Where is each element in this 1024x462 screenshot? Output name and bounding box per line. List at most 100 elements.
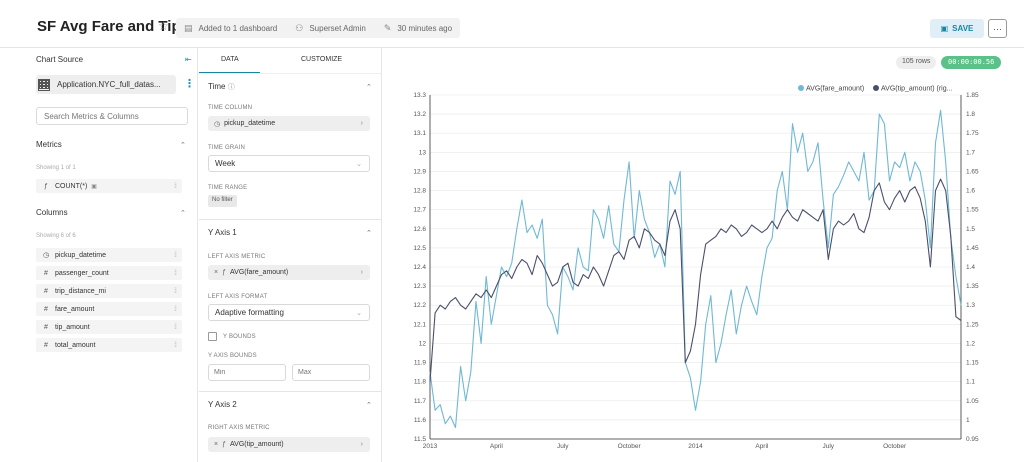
y-left-tick-label: 12.7 bbox=[413, 207, 426, 214]
drag-handle-icon[interactable]: ⁞⁞ bbox=[174, 251, 177, 259]
y-right-tick-label: 1.65 bbox=[966, 168, 979, 175]
close-icon[interactable]: × bbox=[214, 269, 219, 276]
line-chart[interactable]: 11.511.611.711.811.91212.112.212.312.412… bbox=[383, 48, 1024, 462]
column-item[interactable]: # total_amount ⁞⁞ bbox=[36, 338, 182, 352]
time-range-filter[interactable]: No filter bbox=[208, 195, 237, 207]
y-right-tick-label: 1.5 bbox=[966, 226, 975, 233]
drag-handle-icon[interactable]: ⁞⁞ bbox=[174, 269, 177, 277]
section-divider bbox=[199, 219, 382, 220]
search-metrics-input[interactable] bbox=[36, 107, 188, 125]
column-label: trip_distance_mi bbox=[55, 287, 106, 295]
y-left-tick-label: 12.1 bbox=[413, 321, 426, 328]
y-bounds-checkbox[interactable] bbox=[208, 332, 217, 341]
y-right-tick-label: 1.2 bbox=[966, 340, 975, 347]
x-tick-label: April bbox=[490, 443, 504, 450]
left-axis-format-select[interactable]: Adaptive formatting ⌄ bbox=[208, 304, 370, 321]
chevron-up-icon[interactable]: ⌃ bbox=[180, 142, 186, 149]
user-icon: ⚇ bbox=[295, 22, 304, 33]
chevron-up-icon[interactable]: ⌃ bbox=[180, 210, 186, 217]
drag-handle-icon[interactable]: ⁞⁞ bbox=[174, 341, 177, 349]
function-icon: ƒ bbox=[44, 182, 48, 190]
y-axis2-section-title[interactable]: Y Axis 2 bbox=[208, 400, 237, 409]
owner-name: Superset Admin bbox=[309, 23, 366, 33]
info-icon: ▣ bbox=[91, 183, 97, 190]
column-label: pickup_datetime bbox=[55, 251, 106, 259]
chart-metadata-bar: ▤ Added to 1 dashboard ⚇ Superset Admin … bbox=[176, 18, 461, 38]
column-item[interactable]: # passenger_count ⁞⁞ bbox=[36, 266, 182, 280]
chevron-right-icon: › bbox=[360, 441, 363, 448]
datasource-selector[interactable]: Application.NYC_full_datas... bbox=[36, 75, 176, 94]
chart-area: 105 rows 00:00:00.56 11.5 11.6 11.7 11.8 11.… bbox=[383, 48, 1024, 462]
x-tick-label: October bbox=[618, 443, 642, 450]
column-item[interactable]: ◷ pickup_datetime ⁞⁞ bbox=[36, 248, 182, 262]
y-left-tick-label: 11.5 bbox=[414, 436, 427, 443]
tab-customize[interactable]: CUSTOMIZE bbox=[301, 56, 343, 63]
y-right-tick-label: 1.4 bbox=[966, 264, 975, 271]
right-metric-label: RIGHT AXIS METRIC bbox=[208, 425, 270, 431]
y-left-tick-label: 12 bbox=[419, 340, 427, 347]
column-item[interactable]: # tip_amount ⁞⁞ bbox=[36, 320, 182, 334]
y-right-tick-label: 1.3 bbox=[966, 302, 975, 309]
clock-icon: ◷ bbox=[214, 120, 221, 128]
tab-divider bbox=[199, 73, 382, 74]
legend-marker bbox=[798, 85, 804, 91]
y-right-tick-label: 0.95 bbox=[966, 436, 979, 443]
y-right-tick-label: 1.25 bbox=[966, 321, 979, 328]
y-right-tick-label: 1.6 bbox=[966, 188, 975, 195]
y-right-tick-label: 1.35 bbox=[966, 283, 979, 290]
star-icon[interactable]: ☆ bbox=[158, 19, 169, 33]
metrics-section-title[interactable]: Metrics bbox=[36, 140, 62, 149]
y-right-tick-label: 1.75 bbox=[966, 130, 979, 137]
y-right-tick-label: 1 bbox=[966, 417, 970, 424]
y-axis1-section-title[interactable]: Y Axis 1 bbox=[208, 228, 237, 237]
left-format-label: LEFT AXIS FORMAT bbox=[208, 294, 268, 300]
y-right-tick-label: 1.45 bbox=[966, 245, 979, 252]
columns-section-title[interactable]: Columns bbox=[36, 208, 68, 217]
metric-label: COUNT(*) bbox=[55, 182, 88, 190]
time-range-label: TIME RANGE bbox=[208, 185, 248, 191]
right-axis-metric[interactable]: × ƒ AVG(tip_amount) › bbox=[208, 437, 370, 452]
function-icon: ƒ bbox=[222, 441, 226, 448]
x-tick-label: July bbox=[822, 443, 834, 450]
column-item[interactable]: # trip_distance_mi ⁞⁞ bbox=[36, 284, 182, 298]
chevron-right-icon: › bbox=[360, 269, 363, 276]
time-column-select[interactable]: ◷ pickup_datetime › bbox=[208, 116, 370, 131]
left-axis-metric[interactable]: × ƒ AVG(fare_amount) › bbox=[208, 265, 370, 280]
chevron-down-icon: ⌄ bbox=[356, 160, 362, 168]
drag-handle-icon[interactable]: ⁞⁞ bbox=[174, 287, 177, 295]
tab-data[interactable]: DATA bbox=[221, 56, 239, 63]
function-icon: ƒ bbox=[222, 269, 226, 276]
drag-handle-icon[interactable]: ⁞⁞ bbox=[174, 182, 177, 190]
y-left-tick-label: 11.8 bbox=[414, 379, 427, 386]
columns-showing: Showing 6 of 6 bbox=[36, 233, 76, 239]
save-button[interactable]: ▣ SAVE bbox=[930, 19, 984, 38]
more-options-button[interactable]: ··· bbox=[988, 19, 1007, 38]
time-grain-label: TIME GRAIN bbox=[208, 145, 246, 151]
column-label: fare_amount bbox=[55, 305, 95, 313]
column-label: passenger_count bbox=[55, 269, 109, 277]
collapse-panel-icon[interactable]: ⇤ bbox=[185, 55, 192, 64]
active-tab-indicator bbox=[199, 72, 260, 73]
close-icon[interactable]: × bbox=[214, 441, 219, 448]
time-grain-select[interactable]: Week ⌄ bbox=[208, 155, 370, 172]
control-panel: DATA CUSTOMIZE Time ⓘ ⌃ TIME COLUMN ◷ pi… bbox=[199, 48, 382, 462]
chevron-up-icon[interactable]: ⌃ bbox=[366, 230, 372, 237]
chart-title[interactable]: SF Avg Fare and Tip bbox=[37, 18, 181, 35]
metric-item[interactable]: ƒ COUNT(*) ▣ ⁞⁞ bbox=[36, 179, 182, 193]
hash-icon: # bbox=[44, 341, 48, 349]
y-axis-bounds-label: Y AXIS BOUNDS bbox=[208, 353, 257, 359]
time-section-title[interactable]: Time ⓘ bbox=[208, 82, 235, 91]
dashboards-count[interactable]: Added to 1 dashboard bbox=[198, 23, 278, 33]
time-grain-value: Week bbox=[215, 159, 236, 168]
chevron-up-icon[interactable]: ⌃ bbox=[366, 84, 372, 91]
drag-handle-icon[interactable]: ⁞⁞ bbox=[174, 323, 177, 331]
save-label: SAVE bbox=[952, 24, 974, 33]
y-min-input[interactable] bbox=[208, 364, 286, 381]
section-divider bbox=[199, 391, 382, 392]
column-item[interactable]: # fare_amount ⁞⁞ bbox=[36, 302, 182, 316]
chevron-up-icon[interactable]: ⌃ bbox=[366, 402, 372, 409]
y-max-input[interactable] bbox=[292, 364, 370, 381]
datasource-menu-icon[interactable]: ⋮ bbox=[184, 78, 195, 90]
hash-icon: # bbox=[44, 269, 48, 277]
drag-handle-icon[interactable]: ⁞⁞ bbox=[174, 305, 177, 313]
